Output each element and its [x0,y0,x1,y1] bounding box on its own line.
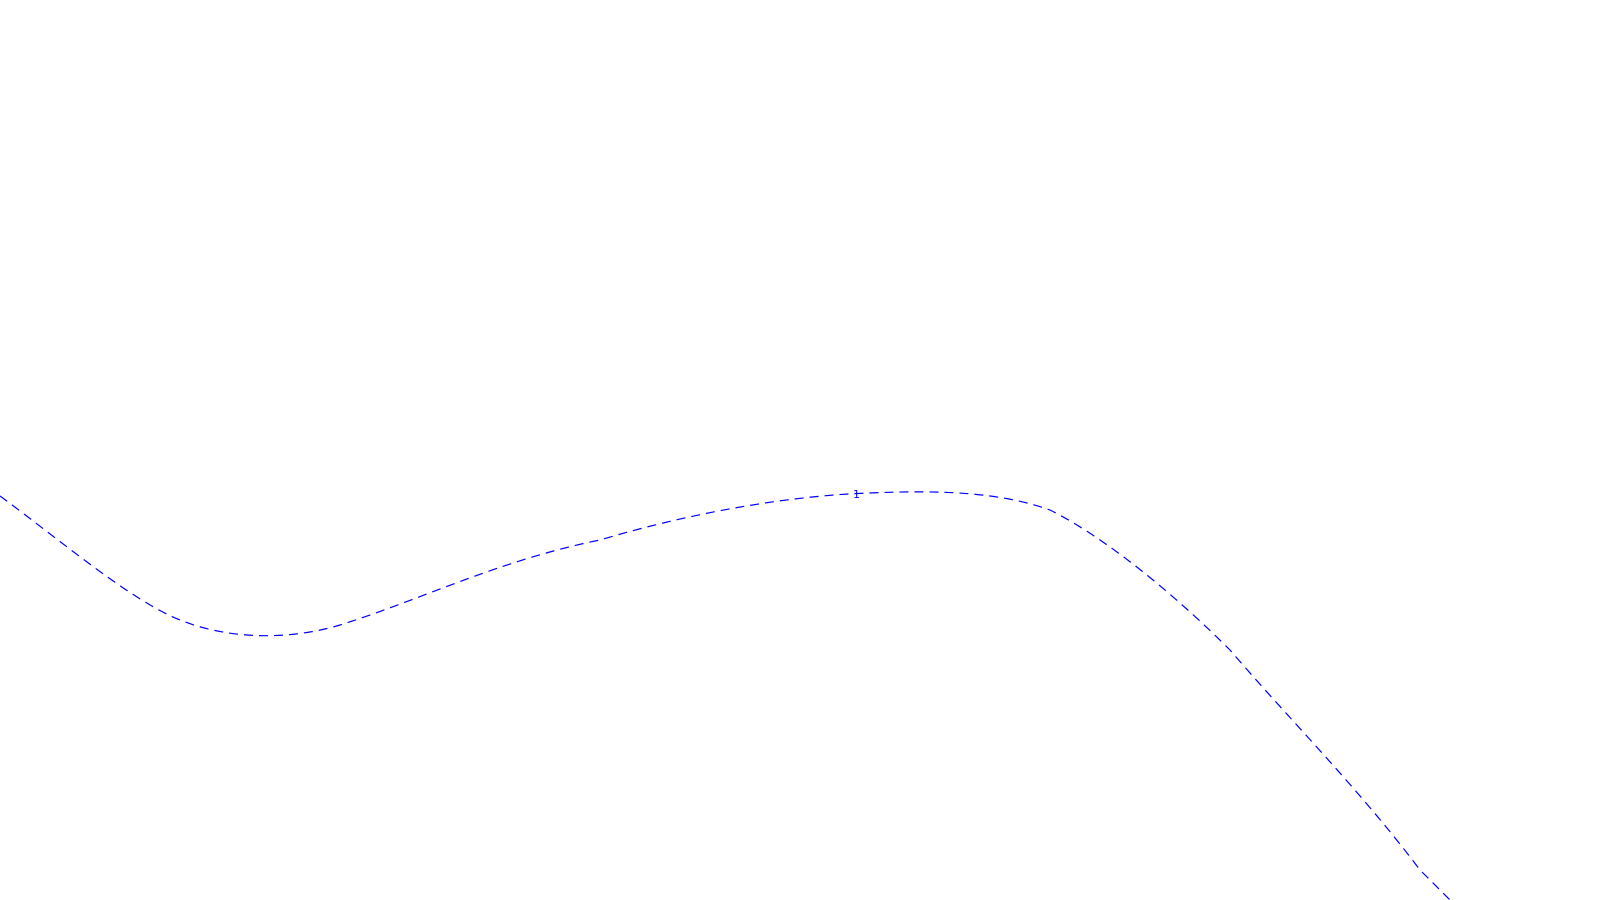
contour-line [0,491,1451,900]
contour-label: 1 [853,488,860,501]
